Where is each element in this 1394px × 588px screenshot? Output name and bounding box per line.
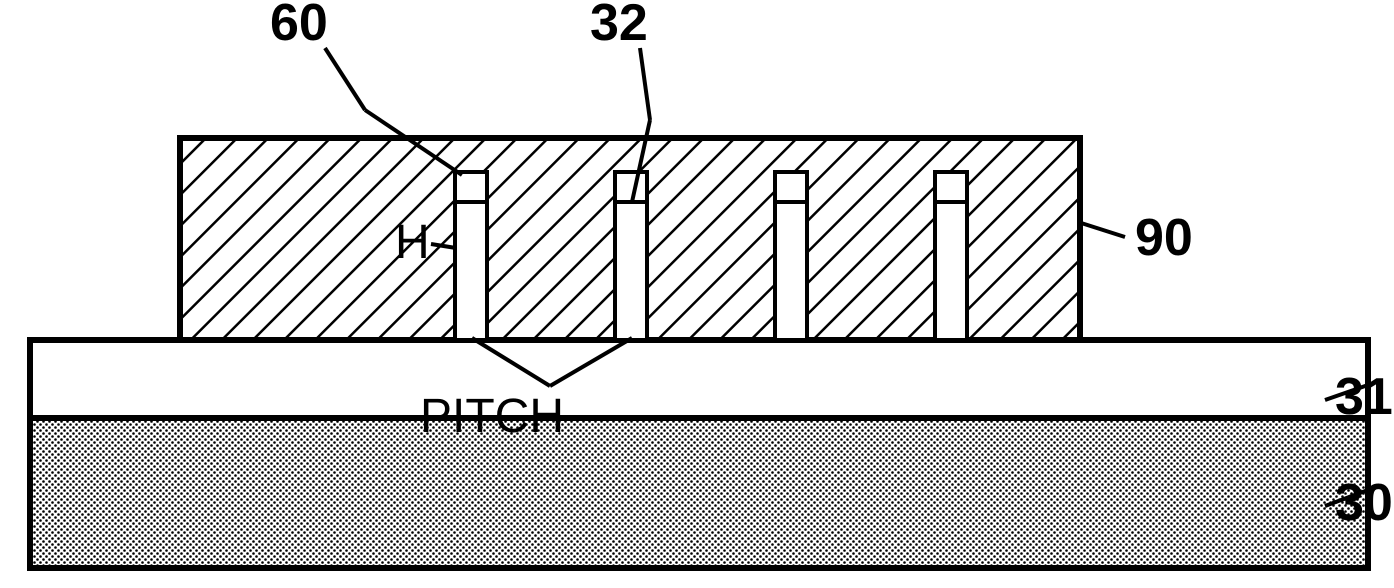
leader <box>325 48 365 110</box>
label-90: 90 <box>1135 209 1193 267</box>
label-pitch: PITCH <box>420 390 564 443</box>
pillar-2 <box>775 172 807 340</box>
pillar-0 <box>455 172 487 340</box>
leader <box>1078 222 1125 237</box>
label-32: 32 <box>590 0 648 52</box>
label-31: 31 <box>1335 368 1393 426</box>
leader <box>640 48 650 120</box>
layer-31 <box>30 340 1368 418</box>
pillar-3 <box>935 172 967 340</box>
label-30: 30 <box>1335 474 1393 532</box>
layer-30-substrate <box>30 418 1368 568</box>
label-60: 60 <box>270 0 328 52</box>
pillar-1 <box>615 172 647 340</box>
label-H: H <box>395 216 430 269</box>
